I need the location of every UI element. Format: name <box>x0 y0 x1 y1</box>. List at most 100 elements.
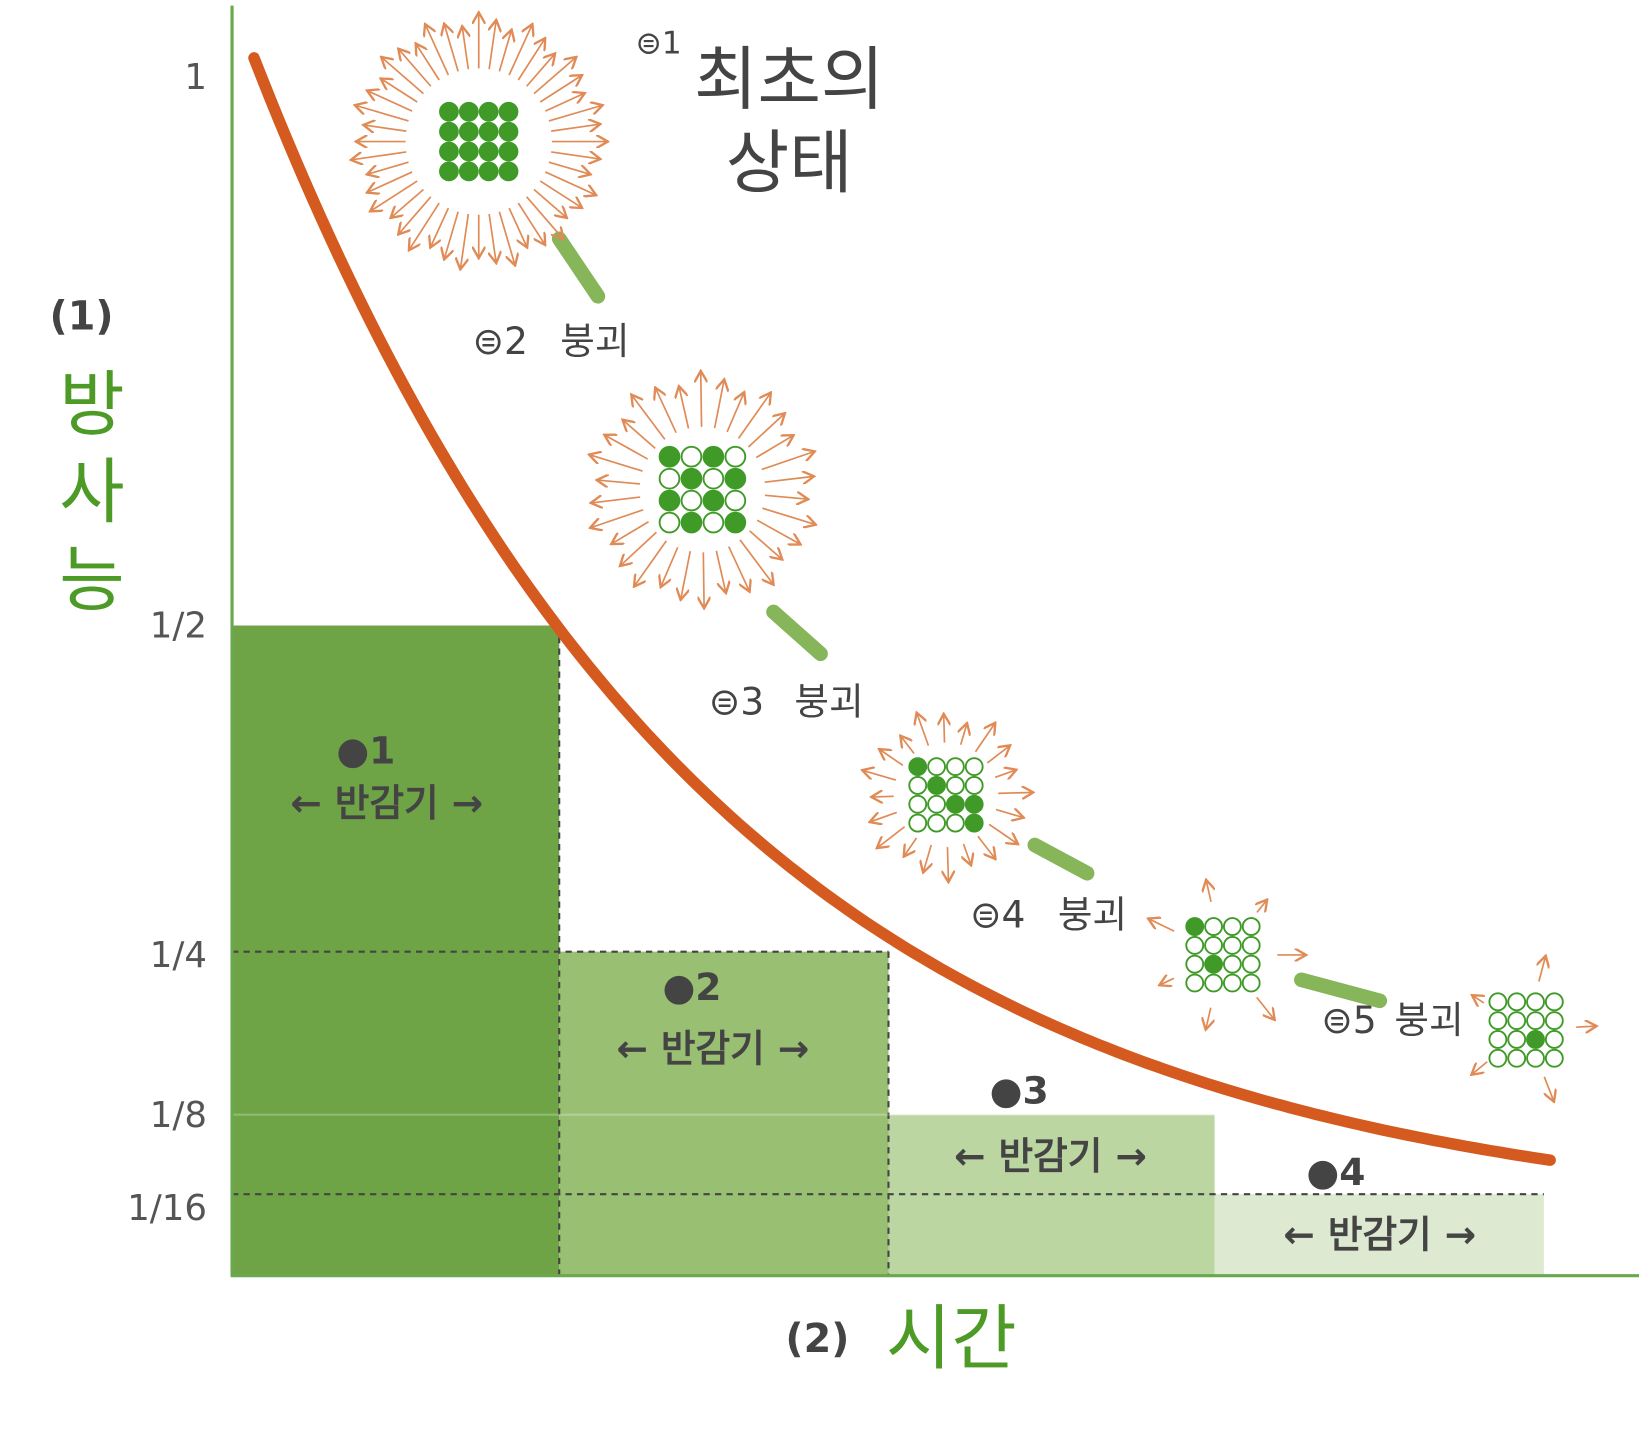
atom <box>1507 1011 1527 1031</box>
stage-marker: ⊜1 <box>636 25 682 61</box>
half-life-label: ← 반감기 → <box>1283 1213 1476 1257</box>
atom <box>1507 992 1527 1012</box>
radiation-arrow <box>1206 1007 1211 1028</box>
radiation-arrow <box>873 796 894 797</box>
nucleus <box>591 373 815 607</box>
half-life-label: ← 반감기 → <box>290 781 483 825</box>
half-life-marker: ●4 <box>1306 1150 1365 1194</box>
y-axis-number: (1) <box>50 294 114 340</box>
atom <box>1241 917 1261 936</box>
atom <box>908 776 928 795</box>
stage-label: 상태 <box>726 124 853 204</box>
atom <box>1507 1048 1527 1068</box>
radiation-arrow <box>526 196 563 238</box>
radiation-arrow <box>517 40 544 81</box>
atom <box>724 467 747 490</box>
atom <box>927 776 946 795</box>
radiation-arrow <box>747 414 783 448</box>
radiation-arrow <box>901 737 915 754</box>
radiation-arrow <box>426 26 450 76</box>
atom <box>945 813 965 833</box>
radiation-arrow <box>371 180 418 210</box>
atom <box>1526 1011 1545 1031</box>
radiation-arrow <box>756 519 799 543</box>
atom <box>439 161 459 182</box>
radiation-arrow <box>431 207 450 246</box>
atom <box>702 511 725 534</box>
atom <box>1222 935 1242 955</box>
radiation-arrow <box>944 715 945 743</box>
radiation-arrow <box>392 188 424 216</box>
radiation-arrow <box>489 213 496 262</box>
atom <box>1204 954 1223 974</box>
atom <box>908 813 928 833</box>
nucleus <box>1150 881 1305 1028</box>
radiation-arrow <box>548 161 589 174</box>
atom <box>724 489 747 512</box>
stage-label: 붕괴 <box>1058 893 1127 937</box>
stage-label: 최초의 <box>694 40 884 120</box>
radiation-arrow <box>592 509 644 528</box>
decay-connector <box>1027 837 1095 881</box>
radiation-arrow <box>974 724 994 753</box>
atom <box>680 489 703 512</box>
radiation-arrow <box>864 771 897 781</box>
atom <box>927 794 946 814</box>
radiation-arrow <box>1544 1076 1553 1100</box>
radiation-arrow <box>551 152 599 159</box>
radiation-arrow <box>539 180 580 207</box>
radiation-arrow <box>539 76 580 103</box>
atom <box>1204 935 1223 955</box>
atom <box>458 101 479 122</box>
radiation-arrow <box>399 196 432 233</box>
atom <box>964 757 984 777</box>
radiation-arrow <box>498 31 511 72</box>
radiation-arrow <box>917 714 930 746</box>
stage-marker: ⊜5 <box>1321 998 1376 1042</box>
atom <box>1185 973 1205 993</box>
atom <box>1222 917 1242 936</box>
atom <box>658 489 681 512</box>
radiation-arrow <box>739 539 773 584</box>
radiation-arrow <box>994 770 1015 777</box>
block-2 <box>559 951 889 1276</box>
atom <box>1185 954 1205 974</box>
atom <box>658 445 681 468</box>
stage-marker: ⊜4 <box>970 893 1025 937</box>
radiation-arrow <box>368 171 413 192</box>
y-tick-label: 1/8 <box>150 1095 207 1136</box>
atom <box>908 757 928 777</box>
atom <box>724 511 747 534</box>
atom <box>908 794 928 814</box>
radiation-arrow <box>544 171 594 195</box>
radiation-arrow <box>517 202 544 243</box>
radiation-arrow <box>1150 919 1175 932</box>
radiation-arrow <box>988 823 1017 843</box>
block-1 <box>232 625 560 1276</box>
atom <box>478 161 499 182</box>
atom <box>458 121 479 142</box>
atom <box>478 121 499 142</box>
stage-marker: ⊜3 <box>709 679 764 723</box>
radiation-arrow <box>1256 996 1274 1018</box>
radiation-arrow <box>880 750 904 767</box>
nucleus <box>1473 957 1595 1100</box>
atom <box>927 813 946 833</box>
radiation-arrow <box>526 55 554 87</box>
atom <box>1185 935 1205 955</box>
radiation-arrow <box>977 835 995 858</box>
radiation-arrow <box>715 550 725 592</box>
atom <box>478 141 499 162</box>
atom-illustrations <box>353 14 1595 1100</box>
radiation-arrow <box>399 50 432 87</box>
radiation-arrow <box>606 436 649 460</box>
radiation-arrow <box>1473 996 1484 1003</box>
atom <box>1241 935 1261 955</box>
radiation-arrow <box>679 388 690 429</box>
half-life-label: ← 반감기 → <box>616 1026 809 1070</box>
atom <box>1222 973 1242 993</box>
nucleus <box>864 714 1032 880</box>
decay-connector <box>766 604 828 662</box>
radiation-arrow <box>548 106 601 122</box>
